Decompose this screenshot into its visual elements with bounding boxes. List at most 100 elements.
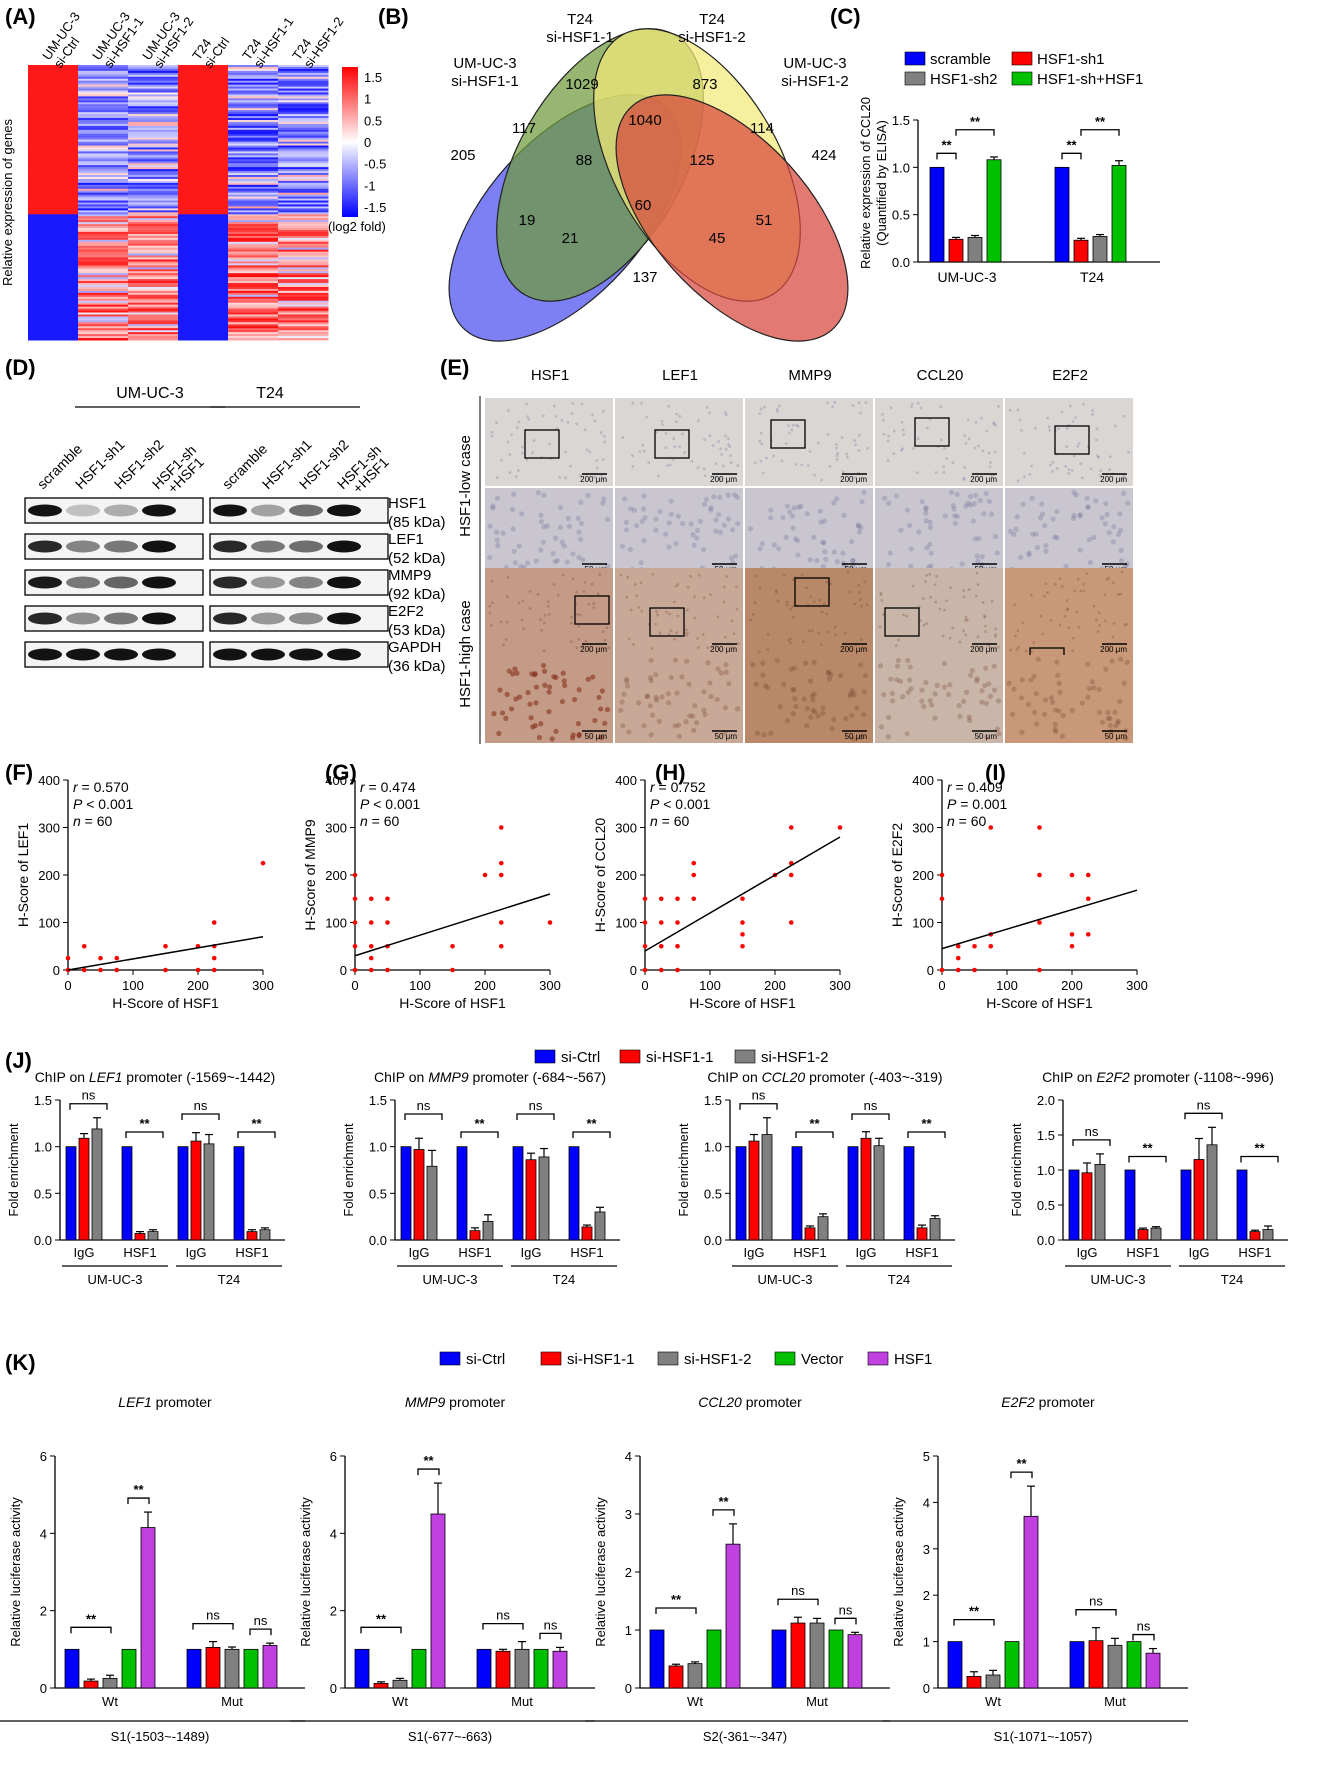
heatmap-cell <box>28 302 79 306</box>
heatmap-cell <box>228 283 279 286</box>
heatmap-cell <box>278 196 329 200</box>
ihc-texture-dot <box>795 423 799 427</box>
elisa-bar <box>1054 166 1070 263</box>
ihc-texture-dot <box>631 454 634 457</box>
y-tick-label: 200 <box>615 868 637 883</box>
y-tick-label: 100 <box>38 916 60 931</box>
ihc-texture-dot <box>1046 591 1049 595</box>
heatmap-cell <box>128 114 179 117</box>
heatmap-cell <box>78 198 129 202</box>
heatmap-cell <box>228 200 279 203</box>
ihc-texture-dot <box>564 559 570 565</box>
ihc-texture-dot <box>995 698 1002 704</box>
heatmap-cell <box>128 286 179 290</box>
ihc-texture-dot <box>923 510 929 516</box>
luciferase-bar <box>809 1622 825 1689</box>
ihc-texture-dot <box>1011 686 1017 692</box>
ihc-texture-dot <box>787 638 790 642</box>
ihc-texture-dot <box>561 543 567 549</box>
luciferase-bar <box>1023 1515 1039 1689</box>
ihc-texture-dot <box>975 558 981 564</box>
ihc-texture-dot <box>942 513 948 519</box>
ihc-texture-dot <box>985 429 989 433</box>
blot-band <box>251 576 285 589</box>
heatmap-cell <box>228 324 279 327</box>
ihc-texture-dot <box>729 527 736 533</box>
heatmap-cell <box>228 72 279 76</box>
ihc-texture-dot <box>835 446 838 450</box>
chip-bar <box>91 1128 103 1241</box>
luciferase-bar <box>725 1543 741 1689</box>
ihc-texture-dot <box>984 734 990 740</box>
ihc-texture-dot <box>1108 468 1112 472</box>
significance-label: ** <box>1142 1141 1153 1156</box>
heatmap-cell <box>128 336 179 339</box>
ihc-texture-dot <box>575 515 581 521</box>
ihc-texture-dot <box>1086 685 1092 692</box>
heatmap-cell <box>278 306 329 310</box>
ihc-texture-dot <box>962 589 966 592</box>
heatmap-cell <box>28 198 79 202</box>
chip-bar <box>482 1220 494 1241</box>
scatter-point <box>260 860 266 866</box>
heatmap-cell <box>178 220 229 223</box>
ihc-texture-dot <box>561 573 565 577</box>
ihc-texture-dot <box>814 557 820 564</box>
heatmap-cell <box>278 131 329 135</box>
ihc-texture-dot <box>1052 534 1058 540</box>
ihc-texture-dot <box>647 703 654 709</box>
ihc-texture-dot <box>583 428 587 432</box>
heatmap-cell <box>128 214 179 217</box>
ihc-texture-dot <box>975 571 979 575</box>
heatmap-cell <box>78 318 129 321</box>
ihc-texture-dot <box>734 706 741 712</box>
heatmap-cell <box>28 114 79 117</box>
ihc-texture-dot <box>791 578 795 582</box>
ihc-texture-dot <box>857 590 861 594</box>
heatmap-cell <box>78 218 129 221</box>
chip-bar <box>860 1137 872 1241</box>
ihc-texture-dot <box>645 415 649 419</box>
ihc-texture-dot <box>1021 621 1025 625</box>
ihc-texture-dot <box>834 443 838 446</box>
colorbar-tick: -1 <box>364 178 376 193</box>
heatmap-cell <box>178 320 229 323</box>
ihc-texture-dot <box>976 583 980 587</box>
ihc-texture-dot <box>575 646 579 650</box>
scatter-point <box>837 825 843 830</box>
ihc-texture-dot <box>1032 641 1036 644</box>
heatmap-cell <box>278 96 329 99</box>
ihc-texture-dot <box>759 541 765 547</box>
significance-label: ns <box>417 1098 431 1113</box>
heatmap-cell <box>78 322 129 325</box>
y-tick-label: 4 <box>625 1449 632 1464</box>
heatmap-cell <box>128 245 179 249</box>
heatmap-cell <box>28 110 79 113</box>
heatmap-cell <box>228 251 279 255</box>
heatmap-cell <box>278 68 329 72</box>
heatmap-cell <box>128 198 179 202</box>
heatmap-cell <box>278 123 329 127</box>
ihc-texture-dot <box>856 529 863 535</box>
heatmap-cell <box>228 106 279 109</box>
ihc-texture-dot <box>878 724 884 730</box>
ihc-texture-dot <box>664 446 668 449</box>
heatmap-cell <box>28 241 79 245</box>
heatmap-cell <box>178 210 229 213</box>
ihc-texture-dot <box>1099 469 1102 473</box>
y-tick-label: 2 <box>625 1565 632 1580</box>
heatmap-cell <box>228 310 279 313</box>
heatmap-cell <box>278 308 329 312</box>
ihc-texture-dot <box>784 442 788 445</box>
ihc-texture-dot <box>982 682 988 689</box>
heatmap-cell <box>278 222 329 225</box>
scatter-point <box>450 943 455 949</box>
ihc-texture-dot <box>1060 712 1066 719</box>
ihc-texture-dot <box>503 715 509 721</box>
ihc-texture-dot <box>922 623 926 627</box>
ihc-texture-dot <box>881 613 885 616</box>
chip-bar <box>1180 1169 1192 1241</box>
luciferase-bar-charts: si-Ctrl si-HSF1-1 si-HSF1-2 Vector HSF1LEF1 … <box>0 1351 1188 1744</box>
chip-bar <box>1094 1164 1106 1241</box>
ihc-texture-dot <box>718 477 722 481</box>
